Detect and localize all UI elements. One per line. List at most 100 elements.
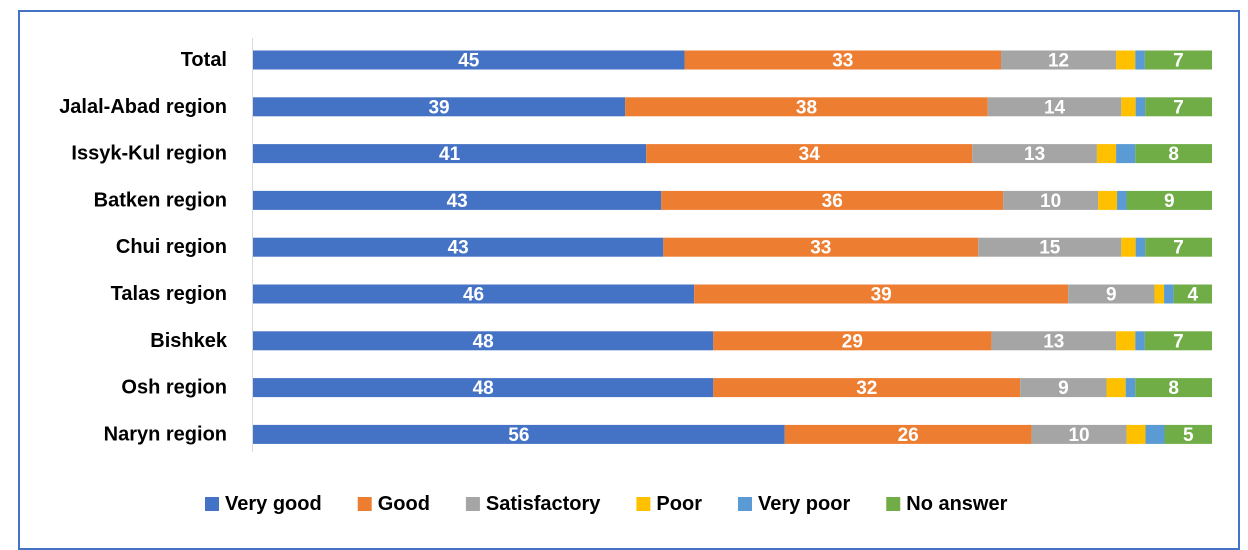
- data-label-satisfactory-bishkek: 13: [1043, 331, 1064, 352]
- data-label-satisfactory-osh-region: 9: [1058, 378, 1069, 399]
- data-label-good-osh-region: 32: [856, 378, 877, 399]
- data-label-very-good-talas-region: 46: [463, 285, 484, 306]
- legend-label-satisfactory: Satisfactory: [486, 493, 601, 515]
- category-label-naryn-region: Naryn region: [104, 423, 227, 445]
- legend-label-poor: Poor: [656, 493, 702, 515]
- data-label-satisfactory-talas-region: 9: [1106, 285, 1117, 306]
- data-label-good-total: 33: [832, 51, 853, 72]
- bar-no-answer-naryn-region: [1164, 424, 1212, 444]
- bar-satisfactory-bishkek: [991, 331, 1117, 351]
- bar-good-talas-region: [694, 284, 1069, 304]
- legend-item-very-poor: Very poor: [737, 493, 850, 515]
- bar-good-bishkek: [713, 331, 992, 351]
- data-label-no-answer-total: 7: [1173, 51, 1184, 72]
- bar-poor-naryn-region: [1126, 424, 1146, 444]
- bar-poor-chui-region: [1121, 237, 1136, 257]
- bar-good-osh-region: [713, 378, 1021, 398]
- legend-swatch-poor: [636, 497, 651, 511]
- bar-no-answer-batken-region: [1126, 190, 1212, 210]
- bar-very-good-batken-region: [253, 190, 662, 210]
- data-label-satisfactory-chui-region: 15: [1039, 238, 1061, 259]
- labels-layer: 45 33 12 739 38 14 741 34 13 843 36 10 943 33 15 746 39 9…: [428, 51, 1198, 446]
- bar-very-good-total: [253, 50, 685, 70]
- axis-layer: Total Jalal-Abad region Issyk-Kul region Ba…: [59, 38, 253, 452]
- bar-very-poor-total: [1135, 50, 1145, 70]
- data-label-no-answer-osh-region: 8: [1168, 378, 1179, 399]
- data-label-very-good-batken-region: 43: [447, 191, 468, 212]
- bar-very-poor-jalal-abad-region: [1135, 97, 1146, 117]
- data-label-very-good-total: 45: [458, 51, 480, 72]
- category-label-osh-region: Osh region: [121, 377, 227, 399]
- data-label-very-good-naryn-region: 56: [508, 425, 529, 446]
- legend-swatch-satisfactory: [465, 497, 480, 511]
- data-label-no-answer-issyk-kul-region: 8: [1168, 144, 1179, 165]
- bar-very-good-jalal-abad-region: [253, 97, 626, 117]
- bar-poor-bishkek: [1116, 331, 1136, 351]
- data-label-good-jalal-abad-region: 38: [796, 97, 817, 118]
- data-label-good-chui-region: 33: [810, 238, 831, 259]
- bar-good-chui-region: [663, 237, 979, 257]
- legend-label-good: Good: [378, 493, 430, 515]
- data-label-satisfactory-jalal-abad-region: 14: [1044, 97, 1066, 118]
- category-label-chui-region: Chui region: [116, 236, 227, 258]
- data-label-very-good-chui-region: 43: [448, 238, 469, 259]
- category-label-total: Total: [181, 49, 227, 71]
- data-label-no-answer-naryn-region: 5: [1183, 425, 1194, 446]
- legend-item-no-answer: No answer: [886, 493, 1008, 515]
- bar-poor-jalal-abad-region: [1121, 97, 1136, 117]
- bar-satisfactory-chui-region: [978, 237, 1122, 257]
- bar-poor-issyk-kul-region: [1096, 144, 1117, 164]
- bar-very-good-naryn-region: [253, 424, 785, 444]
- bar-no-answer-total: [1144, 50, 1212, 70]
- bar-satisfactory-talas-region: [1068, 284, 1155, 304]
- data-label-good-bishkek: 29: [842, 331, 863, 352]
- data-label-satisfactory-naryn-region: 10: [1068, 425, 1089, 446]
- data-label-good-naryn-region: 26: [898, 425, 919, 446]
- legend-swatch-very-poor: [737, 497, 752, 511]
- chart-frame: Total Jalal-Abad region Issyk-Kul region Ba…: [18, 10, 1240, 550]
- bar-poor-talas-region: [1154, 284, 1165, 304]
- bar-satisfactory-batken-region: [1003, 190, 1099, 210]
- category-label-talas-region: Talas region: [111, 283, 227, 305]
- bar-good-issyk-kul-region: [646, 144, 973, 164]
- bar-satisfactory-issyk-kul-region: [972, 144, 1097, 164]
- legend-swatch-no-answer: [886, 497, 901, 511]
- data-label-no-answer-jalal-abad-region: 7: [1173, 97, 1184, 118]
- legend-item-satisfactory: Satisfactory: [465, 493, 601, 515]
- bar-very-poor-osh-region: [1125, 378, 1136, 398]
- data-label-very-good-bishkek: 48: [473, 331, 494, 352]
- bar-no-answer-bishkek: [1144, 331, 1212, 351]
- legend-swatch-good: [357, 497, 372, 511]
- data-label-no-answer-chui-region: 7: [1173, 238, 1184, 259]
- bar-very-good-bishkek: [253, 331, 714, 351]
- data-label-good-issyk-kul-region: 34: [799, 144, 821, 165]
- legend-item-very-good: Very good: [205, 493, 322, 515]
- bar-very-poor-naryn-region: [1145, 424, 1165, 444]
- bar-very-good-issyk-kul-region: [253, 144, 647, 164]
- legend-label-very-poor: Very poor: [758, 493, 850, 515]
- data-label-no-answer-bishkek: 7: [1173, 331, 1184, 352]
- category-label-issyk-kul-region: Issyk-Kul region: [71, 143, 227, 165]
- bar-very-poor-talas-region: [1164, 284, 1174, 304]
- category-label-batken-region: Batken region: [94, 189, 227, 211]
- legend-label-no-answer: No answer: [906, 493, 1007, 515]
- data-label-very-good-jalal-abad-region: 39: [428, 97, 449, 118]
- bar-very-poor-bishkek: [1135, 331, 1145, 351]
- bar-poor-batken-region: [1098, 190, 1118, 210]
- bar-very-good-chui-region: [253, 237, 664, 257]
- bar-no-answer-jalal-abad-region: [1145, 97, 1212, 117]
- bar-good-batken-region: [661, 190, 1004, 210]
- data-label-satisfactory-total: 12: [1048, 51, 1069, 72]
- data-label-satisfactory-batken-region: 10: [1040, 191, 1061, 212]
- data-label-satisfactory-issyk-kul-region: 13: [1024, 144, 1045, 165]
- data-label-good-talas-region: 39: [871, 285, 892, 306]
- bar-good-jalal-abad-region: [625, 97, 988, 117]
- legend-item-good: Good: [357, 493, 430, 515]
- bar-poor-osh-region: [1106, 378, 1126, 398]
- bar-no-answer-issyk-kul-region: [1135, 144, 1212, 164]
- bar-satisfactory-total: [1001, 50, 1117, 70]
- stacked-bar-chart: Total Jalal-Abad region Issyk-Kul region Ba…: [59, 38, 1212, 515]
- data-label-very-good-osh-region: 48: [473, 378, 494, 399]
- bar-very-poor-issyk-kul-region: [1116, 144, 1136, 164]
- bar-very-good-osh-region: [253, 378, 714, 398]
